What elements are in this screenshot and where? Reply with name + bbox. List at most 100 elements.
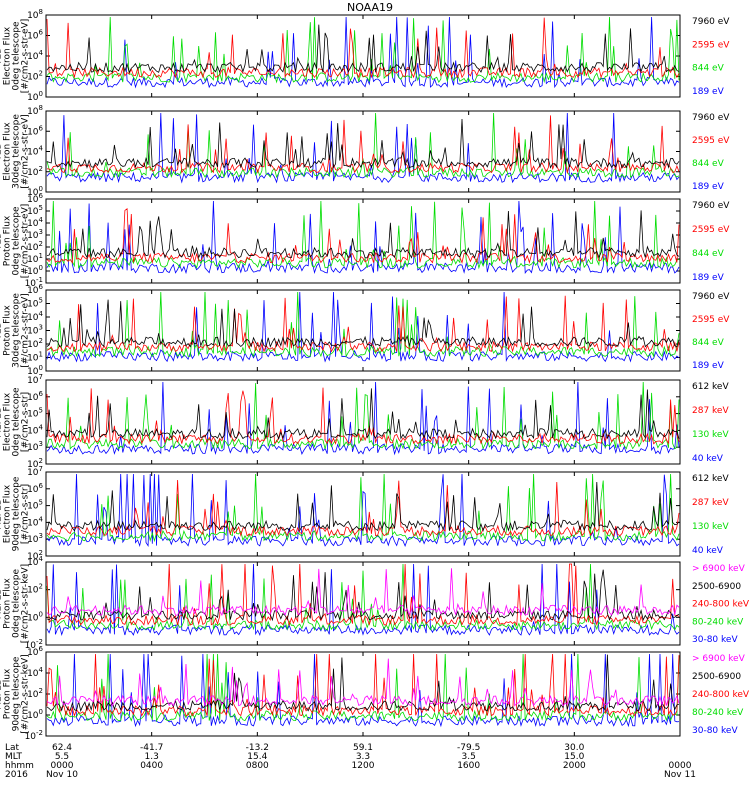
y-tick-label: 100 [27,264,43,277]
trace-3 [46,481,680,533]
trace-3 [46,654,680,712]
y-tick-label: 103 [27,228,43,241]
footer-tick-value: 15.0 [564,752,584,762]
legend-entry: 612 keV [692,474,729,484]
legend-entry: 844 eV [692,159,725,169]
legend-entry: 40 keV [692,454,724,464]
y-tick-label: 104 [27,310,43,323]
footer-tick-value: 3.3 [356,752,370,762]
y-tick-label: 102 [27,687,43,700]
legend-entry: 2595 eV [692,40,730,50]
legend-entry: 2500-6900 [692,672,741,682]
y-tick-label: 102 [27,457,43,470]
legend-entry: 30-80 keV [692,726,738,736]
footer-tick-value: Nov 11 [664,770,696,780]
y-tick-label: 102 [27,165,43,178]
y-tick-label: 104 [27,666,43,679]
legend-entry: 7960 eV [692,201,730,211]
y-tick-label: 106 [27,482,43,495]
legend-entry: 240-800 keV [692,600,750,610]
y-tick-label: 102 [27,583,43,596]
y-tick-label: 105 [27,297,43,310]
footer-tick-value: 0000 [669,761,692,771]
legend-entry: 287 keV [692,498,729,508]
y-tick-label: 105 [27,204,43,217]
legend-entry: 189 eV [692,87,725,97]
footer-row-label: MLT [5,752,23,762]
y-axis-label: MEPEDElectron Flux90deg telescope[#/cm2-… [0,476,31,551]
trace-0 [46,200,680,275]
y-tick-label: 104 [27,49,43,62]
y-tick-label: 103 [27,324,43,337]
footer-tick-value: 5.5 [55,752,69,762]
trace-1 [46,473,680,543]
y-tick-label: 103 [27,532,43,545]
trace-3 [46,388,680,441]
legend-entry: 189 eV [692,182,725,192]
footer-tick-value: 0800 [246,761,269,771]
footer-tick-value: 0400 [140,761,163,771]
footer-row-label: 2016 [5,770,28,780]
panel-frame [45,651,681,737]
footer-tick-value: 15.4 [247,752,267,762]
trace-4 [46,658,680,708]
footer-tick-value: 2000 [563,761,586,771]
y-tick-label: 107 [27,373,43,386]
trace-2 [46,17,680,79]
trace-3 [46,210,680,259]
legend-entry: 844 eV [692,249,725,259]
y-axis-label: MEPEDProton Flux0deg telescope[#/cm2-s-s… [0,564,31,643]
trace-0 [46,381,680,456]
legend-entry: 30-80 keV [692,635,738,645]
y-tick-label: 10-2 [25,729,43,742]
footer-tick-value: -41.7 [140,743,163,753]
trace-1 [46,563,680,632]
legend-entry: 2595 eV [692,225,730,235]
chart-title: NOAA19 [347,1,393,14]
y-tick-label: 100 [27,610,43,623]
footer-tick-value: 3.5 [462,752,476,762]
y-tick-label: 107 [27,465,43,478]
footer-tick-value: 1.3 [145,752,159,762]
trace-0 [46,112,680,184]
legend-entry: > 6900 keV [692,654,746,664]
y-tick-label: 102 [27,70,43,83]
legend-entry: 130 keV [692,430,729,440]
footer-tick-value: Nov 10 [46,770,78,780]
y-tick-label: 108 [27,8,43,21]
legend-entry: 287 keV [692,406,729,416]
footer-tick-value: 0000 [51,761,74,771]
y-tick-label: 100 [27,708,43,721]
trace-2 [46,387,680,445]
y-tick-label: 104 [27,515,43,528]
footer-tick-value: 1200 [352,761,375,771]
legend-entry: 612 keV [692,382,729,392]
y-axis-label: MEPEDElectron Flux0deg telescope[#/cm2-s… [0,387,31,457]
legend-entry: 40 keV [692,546,724,556]
trace-2 [46,115,680,175]
trace-2 [46,653,680,717]
trace-3 [46,118,680,169]
legend-entry: 7960 eV [692,17,730,27]
trace-4 [46,568,680,617]
legend-entry: 7960 eV [692,292,730,302]
panel-frame [45,379,681,465]
legend-entry: 189 eV [692,273,725,283]
legend-entry: 844 eV [692,338,725,348]
y-tick-label: 104 [27,216,43,229]
y-tick-label: 100 [27,364,43,377]
y-axis-label: MEPEDProton Flux90deg telescope[#/cm2-s-… [0,654,31,733]
trace-1 [46,653,680,723]
footer-tick-value: 1600 [457,761,480,771]
trace-3 [46,299,680,348]
trace-1 [46,381,680,450]
y-axis-label: TEDProton Flux30deg telescope[#/cm2-s-st… [0,293,31,368]
